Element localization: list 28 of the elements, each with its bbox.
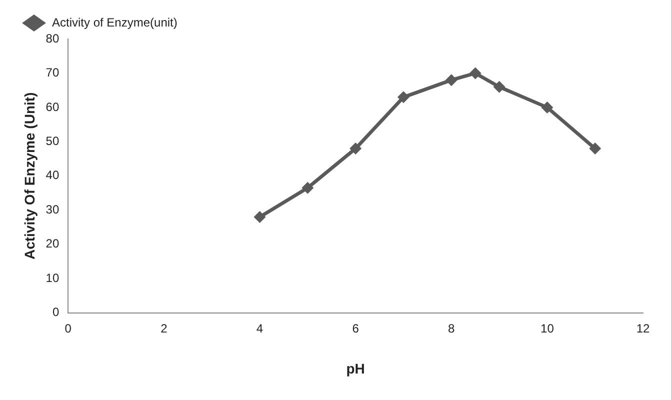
y-tick-label: 30 bbox=[46, 202, 60, 216]
point bbox=[397, 91, 410, 104]
y-axis-title: Activity Of Enzyme (Unit) bbox=[21, 92, 38, 260]
x-tick-label: 12 bbox=[636, 321, 650, 336]
x-tick-label: 0 bbox=[64, 321, 72, 336]
point bbox=[445, 74, 458, 86]
y-tick-label: 40 bbox=[46, 168, 60, 182]
point bbox=[493, 80, 506, 93]
y-tick-label: 80 bbox=[46, 31, 60, 46]
x-axis-title: pH bbox=[346, 360, 365, 376]
y-tick-label: 50 bbox=[46, 134, 60, 148]
x-tick-label: 2 bbox=[160, 321, 168, 336]
x-tick-label: 6 bbox=[352, 321, 360, 336]
point bbox=[350, 142, 362, 155]
y-tick-label: 20 bbox=[46, 236, 60, 251]
point bbox=[469, 67, 482, 80]
legend-label: Activity of Enzyme(unit) bbox=[52, 15, 178, 30]
x-tick-label: 8 bbox=[448, 321, 456, 336]
y-tick-label: 70 bbox=[46, 66, 60, 80]
point bbox=[302, 182, 314, 194]
y-tick-label: 10 bbox=[46, 270, 60, 285]
x-tick-label: 4 bbox=[256, 321, 264, 336]
point bbox=[254, 210, 266, 223]
y-tick-label: 60 bbox=[46, 100, 60, 114]
point bbox=[541, 101, 554, 114]
x-tick-label: 10 bbox=[540, 321, 554, 336]
point bbox=[589, 142, 602, 155]
y-tick-label: 0 bbox=[52, 305, 60, 320]
